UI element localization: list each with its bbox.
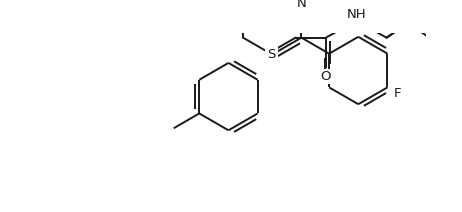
Text: NH: NH [346,8,366,21]
Text: N: N [297,0,306,10]
Text: N: N [267,48,277,61]
Text: S: S [267,48,275,61]
Text: O: O [321,70,331,83]
Text: F: F [394,87,401,100]
